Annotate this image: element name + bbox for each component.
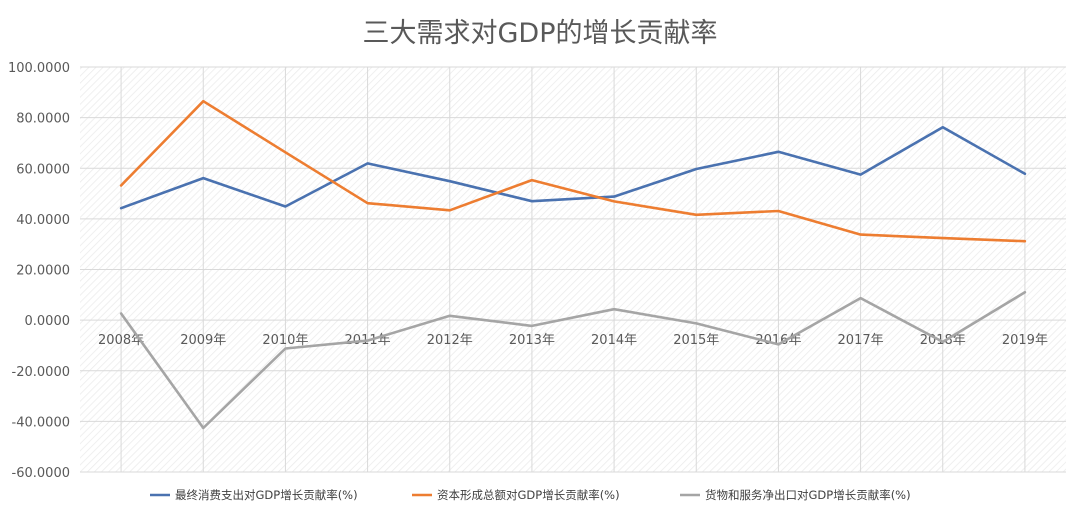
- y-axis-tick-labels: -60.0000 -40.0000 -20.0000 0.0000 20.0000 40.…: [8, 61, 70, 481]
- x-tick-label: 2008年: [98, 333, 144, 348]
- legend-label-3: 货物和服务净出口对GDP增长贡献率(%): [705, 488, 911, 502]
- y-tick-label: 100.0000: [8, 61, 70, 76]
- y-tick-label: 60.0000: [16, 162, 70, 177]
- x-tick-label: 2012年: [427, 333, 473, 348]
- series-line-3: [119, 290, 1027, 430]
- y-tick-label: 0.0000: [25, 314, 71, 329]
- x-tick-label: 2015年: [673, 333, 719, 348]
- x-axis-tick-labels: 2008年 2009年 2010年 2011年 2012年 2013年 2014年 2015年…: [98, 333, 1048, 348]
- y-tick-label: -40.0000: [12, 415, 70, 430]
- y-tick-label: -60.0000: [12, 466, 70, 481]
- legend-label-2: 资本形成总额对GDP增长贡献率(%): [437, 488, 620, 502]
- y-tick-label: 20.0000: [16, 264, 70, 279]
- legend-label-1: 最终消费支出对GDP增长贡献率(%): [175, 488, 358, 502]
- series-line-1: [119, 125, 1027, 210]
- y-tick-label: -20.0000: [12, 365, 70, 380]
- legend: 最终消费支出对GDP增长贡献率(%) 资本形成总额对GDP增长贡献率(%) 货物和服…: [150, 488, 911, 502]
- x-tick-label: 2017年: [838, 333, 884, 348]
- series-line-2: [119, 99, 1027, 243]
- chart-title: 三大需求对GDP的增长贡献率: [363, 18, 718, 49]
- x-tick-label: 2019年: [1002, 333, 1048, 348]
- series-lines: [119, 99, 1027, 430]
- x-tick-label: 2014年: [591, 333, 637, 348]
- x-tick-label: 2009年: [180, 333, 226, 348]
- y-tick-label: 80.0000: [16, 112, 70, 127]
- x-tick-label: 2013年: [509, 333, 555, 348]
- x-tick-label: 2010年: [262, 333, 308, 348]
- y-tick-label: 40.0000: [16, 213, 70, 228]
